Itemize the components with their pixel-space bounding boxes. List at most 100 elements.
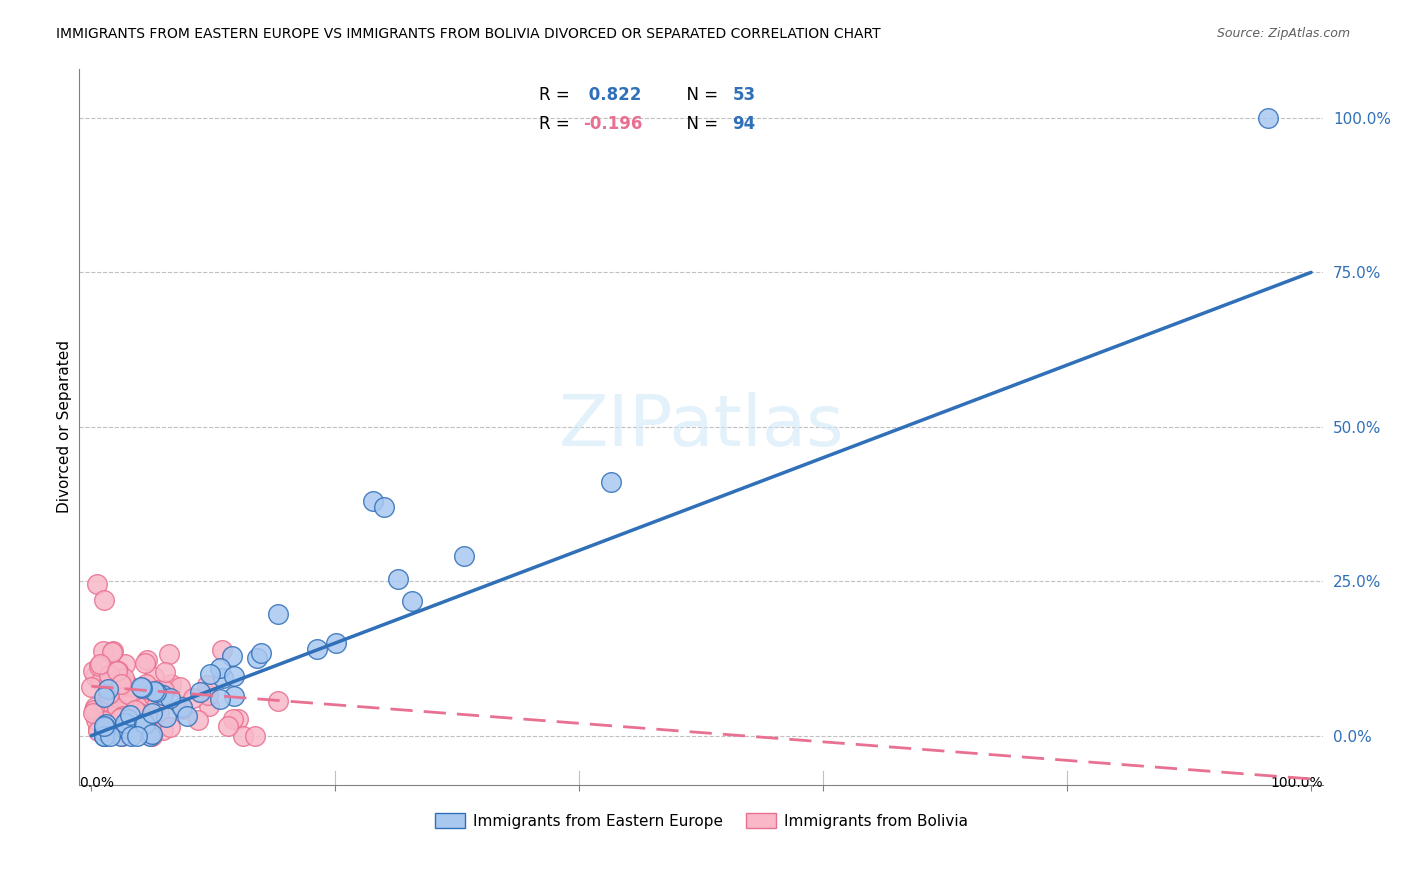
Point <box>84 700 107 714</box>
Point <box>111 709 134 723</box>
Point <box>152 723 174 738</box>
Text: N =: N = <box>676 115 724 133</box>
Point <box>93 690 115 704</box>
Point <box>243 729 266 743</box>
Point <box>118 707 141 722</box>
Point <box>112 721 135 735</box>
Point <box>83 703 105 717</box>
Point <box>105 690 128 704</box>
Point <box>93 724 115 739</box>
Point <box>98 687 121 701</box>
Point <box>136 681 159 696</box>
Legend: Immigrants from Eastern Europe, Immigrants from Bolivia: Immigrants from Eastern Europe, Immigran… <box>429 806 974 835</box>
Point <box>93 719 115 733</box>
Text: Source: ZipAtlas.com: Source: ZipAtlas.com <box>1216 27 1350 40</box>
Point <box>145 684 167 698</box>
Point <box>373 500 395 515</box>
Point <box>114 715 136 730</box>
Point <box>267 607 290 621</box>
Point <box>111 684 134 698</box>
Point <box>187 714 209 728</box>
Point <box>188 684 211 698</box>
Point <box>232 729 254 743</box>
Point <box>110 711 132 725</box>
Y-axis label: Divorced or Separated: Divorced or Separated <box>58 341 72 513</box>
Point <box>197 699 219 714</box>
Point <box>103 695 125 709</box>
Point <box>129 680 152 694</box>
Point <box>208 691 231 706</box>
Point <box>107 665 129 679</box>
Point <box>93 723 115 737</box>
Point <box>89 657 111 671</box>
Text: 0.822: 0.822 <box>583 87 641 104</box>
Point <box>195 678 218 692</box>
Point <box>361 494 384 508</box>
Point <box>120 729 142 743</box>
Point <box>98 675 121 690</box>
Point <box>135 676 157 690</box>
Point <box>152 688 174 702</box>
Point <box>86 577 108 591</box>
Point <box>114 694 136 708</box>
Point <box>141 729 163 743</box>
Point <box>157 648 180 662</box>
Point <box>159 690 181 705</box>
Point <box>94 720 117 734</box>
Point <box>222 713 245 727</box>
Text: IMMIGRANTS FROM EASTERN EUROPE VS IMMIGRANTS FROM BOLIVIA DIVORCED OR SEPARATED : IMMIGRANTS FROM EASTERN EUROPE VS IMMIGR… <box>56 27 882 41</box>
Point <box>114 657 136 671</box>
Point <box>325 636 347 650</box>
Point <box>117 687 139 701</box>
Point <box>107 664 129 678</box>
Point <box>141 727 163 741</box>
Point <box>90 674 112 689</box>
Point <box>132 700 155 714</box>
Point <box>97 687 120 701</box>
Point <box>117 712 139 726</box>
Point <box>146 697 169 711</box>
Point <box>222 689 245 703</box>
Point <box>110 676 132 690</box>
Point <box>217 719 239 733</box>
Point <box>148 706 170 721</box>
Point <box>96 694 118 708</box>
Point <box>142 684 165 698</box>
Point <box>93 708 115 723</box>
Point <box>453 549 475 564</box>
Point <box>100 729 122 743</box>
Point <box>111 729 134 743</box>
Point <box>110 729 132 743</box>
Point <box>83 669 105 683</box>
Point <box>80 680 103 694</box>
Point <box>110 705 132 719</box>
Point <box>209 660 232 674</box>
Point <box>131 681 153 695</box>
Text: 53: 53 <box>733 87 755 104</box>
Point <box>96 698 118 712</box>
Point <box>125 698 148 713</box>
Text: 100.0%: 100.0% <box>1271 776 1323 789</box>
Point <box>103 708 125 723</box>
Point <box>172 701 194 715</box>
Point <box>101 644 124 658</box>
Text: R =: R = <box>540 115 575 133</box>
Point <box>103 662 125 676</box>
Point <box>120 680 142 694</box>
Text: -0.196: -0.196 <box>583 115 643 133</box>
Point <box>117 698 139 712</box>
Point <box>142 689 165 703</box>
Point <box>139 729 162 743</box>
Point <box>93 729 115 743</box>
Point <box>117 726 139 740</box>
Point <box>118 712 141 726</box>
Point <box>93 714 115 729</box>
Point <box>143 670 166 684</box>
Point <box>159 720 181 734</box>
Point <box>176 709 198 723</box>
Point <box>107 701 129 715</box>
Point <box>112 672 135 686</box>
Point <box>111 681 134 696</box>
Text: R =: R = <box>540 87 575 104</box>
Point <box>135 653 157 667</box>
